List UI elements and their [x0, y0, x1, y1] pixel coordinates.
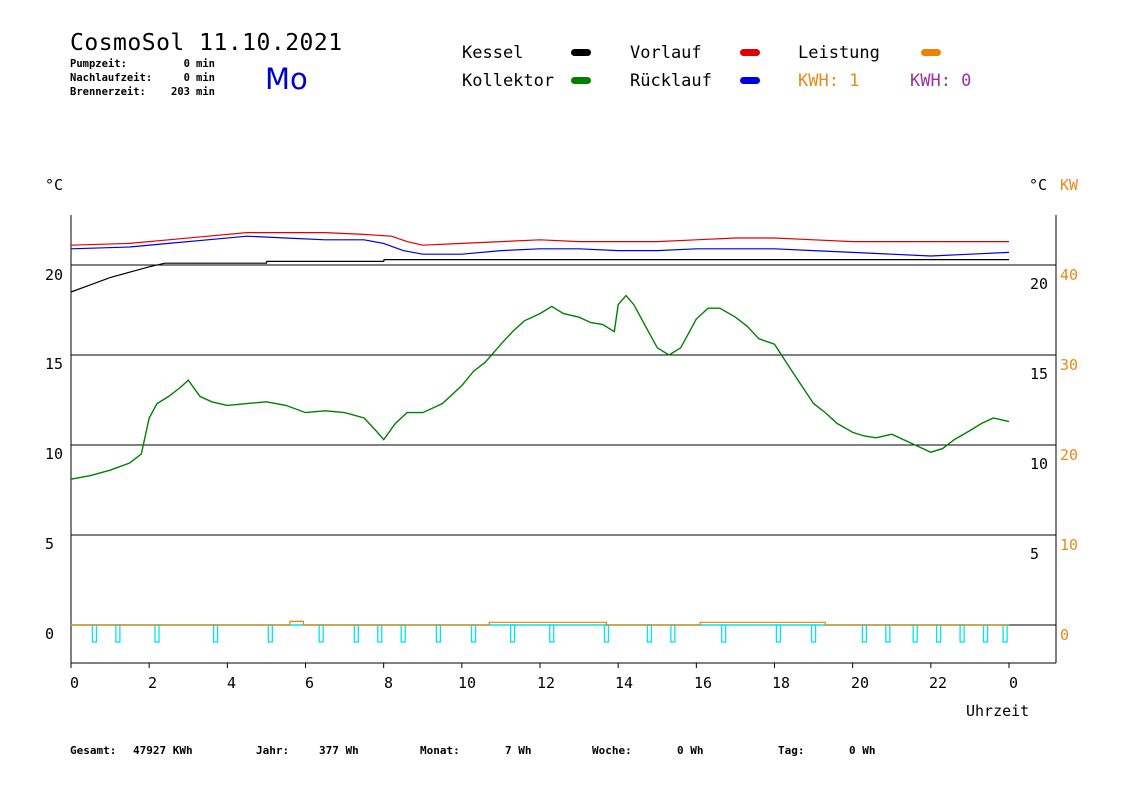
kw-tick-0: 0 — [1060, 626, 1070, 644]
pump-pulse-3 — [212, 624, 219, 643]
jahr-label: Jahr: — [256, 744, 290, 757]
pumpzeit-label: Pumpzeit: — [70, 58, 127, 70]
legend-ruecklauf-swatch — [740, 77, 760, 84]
pump-pulse-0 — [91, 624, 98, 643]
legend-leistung-label: Leistung — [798, 43, 880, 63]
legend-kwh1: KWH: 1 — [798, 71, 860, 91]
pump-pulse-20 — [885, 624, 891, 643]
kw-tick-10: 10 — [1060, 536, 1079, 554]
x-tick-0: 0 — [70, 674, 80, 692]
monat-label: Monat: — [420, 744, 460, 757]
x-tick-22: 22 — [929, 674, 948, 692]
right-tick-20: 20 — [1030, 275, 1049, 293]
left-tick-20: 20 — [45, 266, 64, 284]
pumpzeit-unit: min — [196, 58, 215, 70]
x-tick-2: 2 — [148, 674, 158, 692]
pump-pulse-7 — [377, 624, 383, 643]
legend-kollektor-swatch — [571, 77, 591, 84]
pump-pulse-15 — [670, 624, 676, 643]
pump-pulse-11 — [509, 624, 516, 643]
pump-pulse-12 — [549, 624, 555, 643]
brennerzeit-unit: min — [196, 86, 215, 98]
x-tick-24: 0 — [1009, 674, 1019, 692]
pump-pulse-8 — [400, 624, 406, 643]
x-tick-8: 8 — [384, 674, 394, 692]
chart-title: CosmoSol 11.10.2021 — [70, 30, 343, 56]
pump-pulse-16 — [721, 624, 727, 643]
pump-pulse-9 — [435, 624, 442, 643]
pump-pulse-2 — [154, 624, 160, 643]
series-line-kessel — [70, 259, 1009, 293]
left-tick-15: 15 — [45, 355, 64, 373]
pump-pulse-21 — [912, 624, 918, 643]
woche-value: 0 Wh — [677, 744, 704, 757]
legend-kessel-swatch — [571, 49, 591, 56]
woche-label: Woche: — [592, 744, 632, 757]
series-line-kollektor — [70, 294, 1010, 480]
legend-kollektor-label: Kollektor — [462, 71, 555, 91]
x-axis-label: Uhrzeit — [966, 702, 1030, 720]
legend-kessel-label: Kessel — [462, 43, 524, 63]
pump-pulse-13 — [603, 624, 610, 643]
pumpzeit-value: 0 — [183, 58, 190, 70]
left-tick-5: 5 — [45, 535, 55, 553]
series-line-rcklauf — [70, 235, 1010, 257]
pump-pulse-1 — [115, 624, 121, 643]
pump-pulse-25 — [1002, 624, 1008, 643]
x-tick-4: 4 — [227, 674, 237, 692]
pump-pulse-22 — [936, 624, 942, 643]
legend-kwh2: KWH: 0 — [910, 71, 972, 91]
pump-pulse-5 — [318, 624, 324, 643]
left-axis-unit: °C — [45, 176, 64, 194]
pump-pulse-10 — [470, 624, 477, 643]
x-tick-14: 14 — [615, 674, 634, 692]
kw-tick-20: 20 — [1060, 446, 1079, 464]
x-tick-10: 10 — [458, 674, 477, 692]
right-tick-5: 5 — [1030, 545, 1040, 563]
series-line-vorlauf — [70, 232, 1009, 246]
brennerzeit-value: 203 — [171, 86, 190, 98]
right-tick-15: 15 — [1030, 365, 1049, 383]
weekday-label: Mo — [265, 62, 308, 96]
jahr-value: 377 Wh — [319, 744, 359, 757]
x-tick-16: 16 — [694, 674, 713, 692]
kw-tick-40: 40 — [1060, 266, 1079, 284]
left-tick-10: 10 — [45, 445, 64, 463]
kw-axis-unit: KW — [1060, 176, 1079, 194]
pump-pulse-6 — [353, 624, 359, 643]
pump-pulse-17 — [775, 624, 782, 643]
gesamt-label: Gesamt: — [70, 744, 117, 757]
kw-tick-30: 30 — [1060, 356, 1079, 374]
x-tick-18: 18 — [772, 674, 791, 692]
pump-pulse-14 — [646, 624, 653, 643]
legend-ruecklauf-label: Rücklauf — [630, 71, 712, 91]
legend-leistung-swatch — [921, 49, 941, 56]
right-tick-10: 10 — [1030, 455, 1049, 473]
pump-pulse-18 — [810, 624, 817, 643]
pump-pulse-24 — [982, 624, 989, 643]
left-tick-0: 0 — [45, 625, 55, 643]
gesamt-value: 47927 KWh — [133, 744, 193, 757]
x-tick-12: 12 — [537, 674, 556, 692]
series-line-leistung — [71, 620, 1009, 626]
brennerzeit-label: Brennerzeit: — [70, 86, 146, 98]
nachlaufzeit-value: 0 — [183, 72, 190, 84]
nachlaufzeit-unit: min — [196, 72, 215, 84]
tag-label: Tag: — [778, 744, 805, 757]
pump-pulse-23 — [959, 624, 965, 643]
tag-value: 0 Wh — [849, 744, 876, 757]
nachlaufzeit-label: Nachlaufzeit: — [70, 72, 153, 84]
pump-pulse-19 — [861, 624, 868, 643]
legend-vorlauf-label: Vorlauf — [630, 43, 702, 63]
legend-vorlauf-swatch — [740, 49, 760, 56]
x-tick-20: 20 — [851, 674, 870, 692]
monat-value: 7 Wh — [505, 744, 532, 757]
x-tick-6: 6 — [305, 674, 315, 692]
right-axis-unit: °C — [1029, 176, 1048, 194]
pump-pulse-4 — [267, 624, 273, 643]
